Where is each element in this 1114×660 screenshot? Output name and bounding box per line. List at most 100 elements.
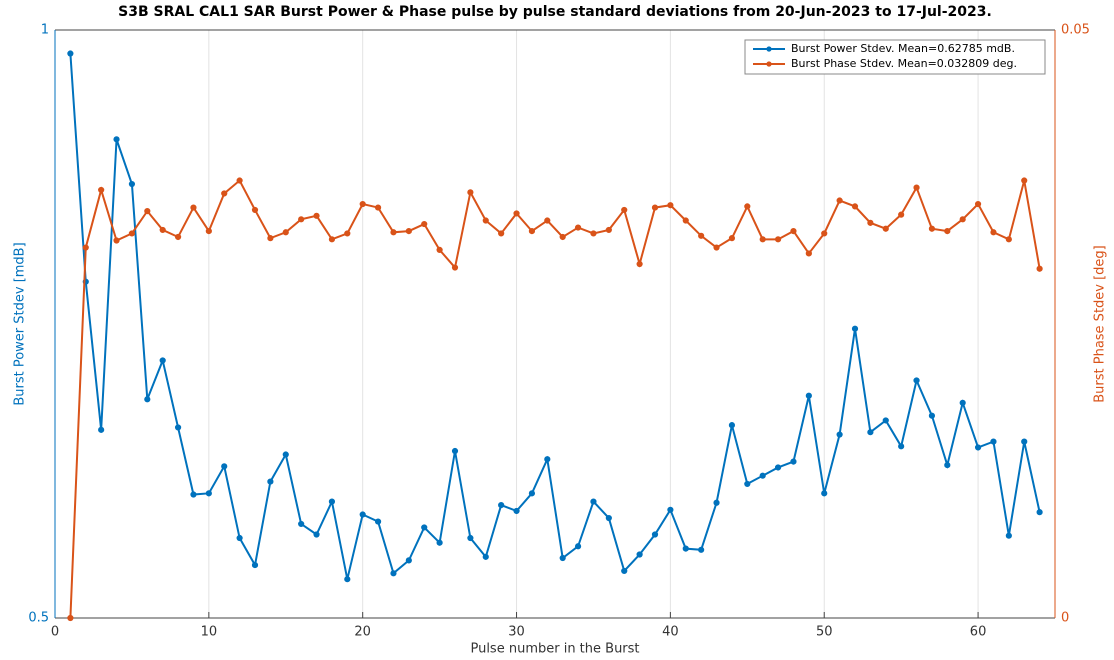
data-point: [944, 462, 951, 469]
y-axis-label: Burst Power Stdev [mdB]: [13, 242, 28, 405]
data-point: [282, 451, 289, 458]
data-point: [328, 498, 336, 505]
data-point: [174, 233, 182, 241]
data-point: [898, 443, 905, 450]
data-point: [913, 377, 920, 384]
data-point: [359, 511, 366, 518]
data-point: [98, 426, 105, 433]
data-point: [544, 456, 551, 463]
data-point: [344, 576, 351, 583]
data-point: [790, 227, 797, 235]
data-point: [390, 229, 397, 236]
data-point: [298, 520, 305, 528]
y-tick-label: 0.5: [28, 611, 49, 626]
data-point: [836, 197, 843, 204]
data-point: [498, 502, 505, 509]
data-point: [882, 225, 889, 232]
data-point: [698, 546, 705, 553]
data-point: [113, 136, 120, 143]
legend-marker: [766, 61, 772, 67]
data-point: [344, 230, 351, 237]
data-point: [190, 491, 197, 498]
data-point: [898, 211, 905, 218]
data-point: [728, 235, 736, 242]
data-point: [236, 534, 243, 542]
data-point: [174, 424, 182, 431]
data-point: [1021, 177, 1028, 184]
data-point: [959, 399, 966, 406]
data-point: [759, 472, 766, 479]
chart-title: S3B SRAL CAL1 SAR Burst Power & Phase pu…: [118, 4, 992, 20]
data-point: [313, 531, 320, 538]
data-point: [421, 524, 428, 531]
data-point: [621, 567, 628, 575]
legend-box: [744, 39, 1046, 75]
x-tick-label: 0: [51, 625, 59, 640]
data-point: [990, 438, 997, 445]
y-tick-label: 1: [41, 23, 49, 38]
data-point: [867, 429, 874, 436]
data-point: [651, 204, 659, 211]
data-point: [467, 189, 474, 196]
data-point: [221, 463, 228, 470]
data-point: [467, 534, 474, 542]
data-point: [451, 447, 459, 455]
data-point: [559, 554, 566, 562]
data-point: [436, 539, 443, 546]
data-point: [67, 614, 74, 622]
data-point: [790, 458, 797, 465]
data-point: [374, 204, 382, 211]
data-point: [559, 233, 566, 241]
data-point: [128, 230, 136, 237]
data-point: [544, 217, 551, 224]
data-point: [513, 507, 520, 515]
data-point: [821, 230, 828, 237]
data-point: [128, 180, 136, 188]
data-point: [836, 431, 843, 438]
data-point: [928, 412, 936, 419]
data-point: [759, 236, 766, 243]
data-point: [682, 217, 689, 224]
data-point: [236, 177, 243, 184]
data-point: [821, 490, 828, 497]
data-point: [974, 444, 982, 451]
data-point: [251, 206, 259, 214]
data-point: [482, 217, 489, 224]
data-point: [282, 229, 289, 236]
data-point: [1021, 438, 1028, 445]
x-tick-label: 60: [970, 625, 987, 640]
series-line: [69, 178, 1041, 619]
data-point: [636, 260, 643, 268]
data-point: [605, 226, 612, 234]
data-point: [944, 227, 951, 235]
data-point: [1036, 509, 1043, 516]
data-point: [359, 200, 366, 208]
data-point: [882, 417, 889, 424]
data-point: [636, 551, 643, 558]
data-point: [1005, 236, 1012, 243]
data-point: [913, 184, 920, 191]
x-tick-label: 10: [201, 625, 218, 640]
legend-label: Burst Power Stdev. Mean=0.62785 mdB.: [791, 42, 1015, 55]
data-point: [67, 50, 74, 57]
data-point: [590, 230, 597, 237]
data-point: [82, 244, 89, 251]
data-point: [251, 561, 259, 569]
x-tick-label: 40: [662, 625, 679, 640]
data-point: [1036, 265, 1043, 272]
data-point: [682, 545, 689, 552]
data-point: [744, 203, 751, 210]
data-point: [713, 244, 720, 251]
data-point: [774, 236, 782, 243]
data-point: [159, 226, 166, 234]
data-point: [574, 543, 582, 550]
data-point: [144, 208, 151, 215]
data-point: [313, 212, 320, 219]
data-point: [159, 357, 166, 364]
data-point: [328, 236, 336, 243]
data-point: [851, 325, 859, 332]
data-point: [651, 531, 659, 538]
data-point: [405, 557, 412, 564]
x-tick-label: 20: [354, 625, 371, 640]
